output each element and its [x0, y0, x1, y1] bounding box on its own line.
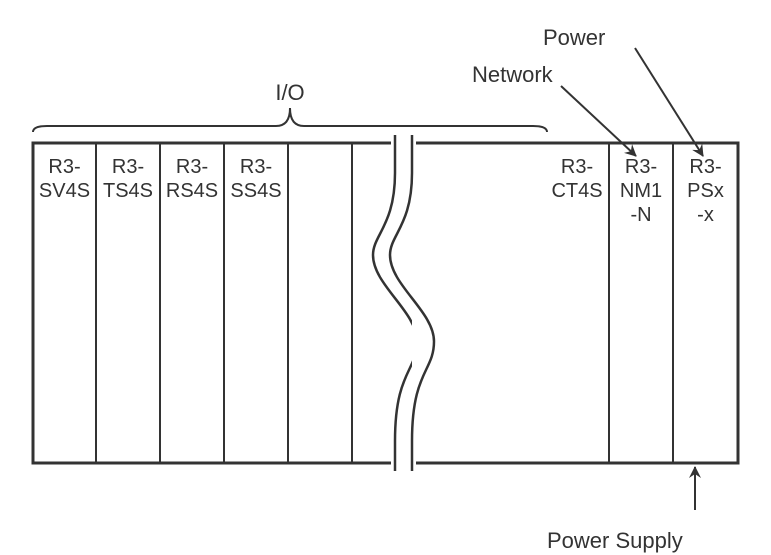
slot-label-sv4s-line1: SV4S	[39, 180, 90, 202]
slot-label-ss4s-line0: R3-	[240, 156, 272, 178]
slot-label-nm1n-line2: -N	[630, 204, 651, 226]
slot-label-ts4s-line1: TS4S	[103, 180, 153, 202]
slot-label-psx-line1: PSx	[687, 180, 724, 202]
power-supply-label: Power Supply	[547, 528, 683, 553]
slot-label-ct4s-line0: R3-	[561, 156, 593, 178]
network-label: Network	[472, 62, 554, 87]
io-label: I/O	[275, 80, 304, 105]
slot-label-nm1n-line0: R3-	[625, 156, 657, 178]
network-arrow	[561, 86, 636, 156]
slot-label-psx-line2: -x	[697, 204, 714, 226]
slot-label-ts4s-line0: R3-	[112, 156, 144, 178]
slot-label-sv4s-line0: R3-	[48, 156, 80, 178]
slot-label-ss4s-line1: SS4S	[230, 180, 281, 202]
power-arrow	[635, 48, 703, 156]
io-brace	[33, 108, 547, 132]
slot-label-psx-line0: R3-	[689, 156, 721, 178]
slot-label-nm1n-line1: NM1	[620, 180, 662, 202]
slot-label-rs4s-line0: R3-	[176, 156, 208, 178]
power-label: Power	[543, 25, 605, 50]
slot-label-ct4s-line1: CT4S	[551, 180, 602, 202]
slot-label-rs4s-line1: RS4S	[166, 180, 218, 202]
